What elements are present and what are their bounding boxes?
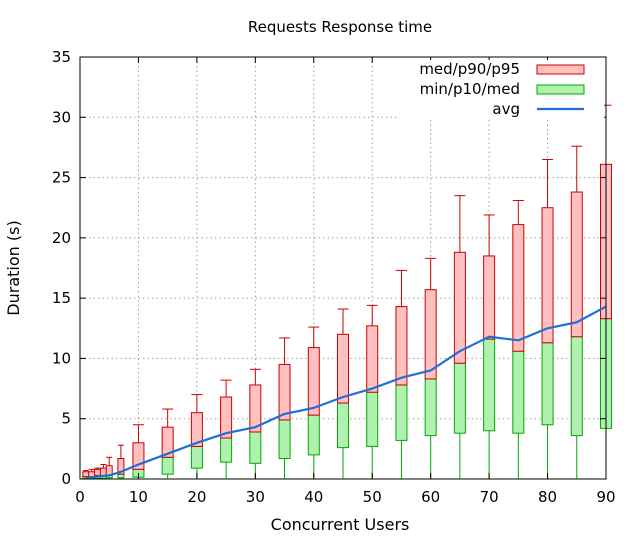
upper-box <box>161 426 174 458</box>
lower-box <box>541 342 554 426</box>
upper-box <box>132 442 145 470</box>
y-axis-ticks: 0 5 10 15 20 25 30 35 <box>52 48 71 488</box>
lower-box <box>307 414 320 456</box>
chart-title: Requests Response time <box>248 18 432 36</box>
upper-box <box>541 207 554 344</box>
x-tick-label: 90 <box>596 488 615 506</box>
y-tick-label: 15 <box>52 289 71 307</box>
lower-box <box>366 391 379 447</box>
lower-box <box>424 378 437 437</box>
upper-box <box>512 224 525 352</box>
upper-box <box>99 467 107 476</box>
x-tick-label: 10 <box>129 488 148 506</box>
x-tick-label: 80 <box>538 488 557 506</box>
x-tick-label: 0 <box>75 488 85 506</box>
upper-box <box>453 251 466 364</box>
y-axis-label: Duration (s) <box>4 220 23 315</box>
x-tick-label: 60 <box>421 488 440 506</box>
upper-box <box>278 363 291 421</box>
upper-boxes <box>82 104 612 478</box>
upper-box <box>117 458 125 475</box>
upper-box <box>220 396 233 439</box>
upper-box <box>190 412 203 447</box>
avg-line <box>85 305 607 479</box>
legend: med/p90/p95 min/p10/med avg <box>400 60 604 118</box>
lower-box <box>570 336 583 437</box>
lower-box <box>483 338 496 432</box>
y-tick-label: 5 <box>61 410 71 428</box>
lower-box <box>117 473 125 479</box>
upper-box <box>82 471 90 478</box>
x-tick-label: 30 <box>246 488 265 506</box>
x-tick-label: 70 <box>480 488 499 506</box>
upper-box <box>337 333 349 404</box>
y-tick-label: 25 <box>52 169 71 187</box>
x-tick-label: 40 <box>304 488 323 506</box>
x-tick-label: 50 <box>363 488 382 506</box>
plot-frame <box>79 56 607 480</box>
axes <box>79 56 607 480</box>
legend-label: med/p90/p95 <box>419 60 520 78</box>
x-axis-ticks: 0 10 20 30 40 50 60 70 80 90 <box>75 488 615 506</box>
y-tick-label: 35 <box>52 48 71 66</box>
lower-box <box>190 445 203 469</box>
legend-label: min/p10/med <box>420 80 520 98</box>
lower-box <box>220 437 233 463</box>
lower-box <box>395 384 408 441</box>
upper-box <box>94 468 102 476</box>
upper-box <box>424 289 437 380</box>
upper-box <box>249 384 262 433</box>
upper-box <box>395 306 408 386</box>
lower-box <box>161 456 174 475</box>
lower-box <box>337 402 349 449</box>
lower-box <box>453 362 466 434</box>
y-tick-label: 20 <box>52 229 71 247</box>
legend-label: avg <box>492 100 520 118</box>
upper-box <box>483 255 496 340</box>
upper-box <box>366 325 379 393</box>
upper-box <box>307 347 320 416</box>
legend-swatch-lower <box>536 84 585 95</box>
y-tick-label: 0 <box>61 470 71 488</box>
avg-series <box>85 305 607 479</box>
lower-box <box>512 350 525 434</box>
x-axis-label: Concurrent Users <box>271 515 410 534</box>
y-tick-label: 10 <box>52 349 71 367</box>
upper-box <box>88 471 96 478</box>
lower-box <box>249 431 262 464</box>
upper-box <box>570 191 583 338</box>
y-tick-label: 30 <box>52 108 71 126</box>
x-tick-label: 20 <box>187 488 206 506</box>
lower-box <box>278 419 291 460</box>
legend-swatch-upper <box>536 64 585 75</box>
